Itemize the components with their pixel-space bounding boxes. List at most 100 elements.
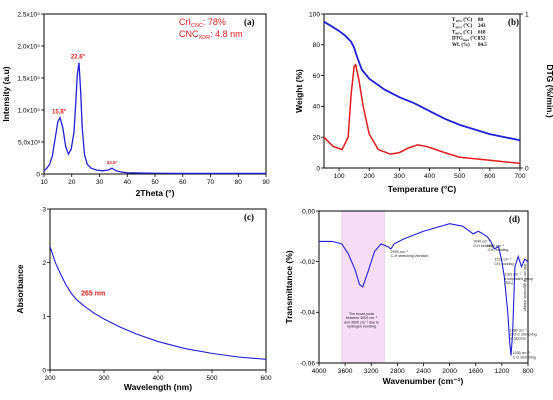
panel-c-x-tick-label: 200 — [44, 375, 55, 382]
panel-d-x-tick-label: 2400 — [416, 368, 431, 375]
panel-c-label: (c) — [244, 212, 254, 222]
panel-d-annotation: 2900 cm⁻¹ C-H stretching vibration — [391, 250, 429, 258]
panel-b-x-tick-label: 200 — [364, 173, 375, 180]
panel-d-annotation: 1430 cm⁻¹ -CH₂ bending — [487, 244, 509, 252]
panel-b-weight-line — [323, 20, 521, 142]
thermal-table-row-value: 88 — [478, 18, 484, 23]
thermal-table-row-value: 84.5 — [478, 43, 487, 48]
panel-b-y-tick-label: 20 — [313, 135, 321, 142]
thermal-table-row-label: T80% (°C) — [452, 30, 473, 35]
panel-c-x-tick-label: 400 — [152, 375, 163, 382]
panel-c-x-tick-label: 500 — [206, 375, 217, 382]
panel-b-y-tick-label: 80 — [313, 42, 321, 49]
panel-d-x-tick-label: 3600 — [338, 368, 353, 375]
panel-c-y-tick-label: 1 — [42, 314, 46, 321]
crystallinity-index-text: CrICNC: 78% — [179, 17, 226, 29]
panel-a-x-tick-label: 60 — [179, 179, 187, 186]
panel-b-y2-tick-label: 1 — [525, 11, 529, 18]
panel-d-y-tick-label: 0,00 — [302, 208, 315, 215]
panel-d-series-line — [319, 223, 529, 356]
panel-a-y-tick-label: 5,0x10³ — [18, 139, 41, 146]
panel-c-x-tick-label: 300 — [98, 375, 109, 382]
panel-b-x-tick-label: 500 — [454, 173, 465, 180]
panel-d-ftir-chart: 4000 3600 3200 2800 2400 2000 1600 1200 800 0,00 -… — [284, 208, 537, 386]
panel-a-x-axis-label: 2Theta (°) — [136, 188, 175, 198]
panel-d-annotation: 1035 cm⁻¹ C-O stretching — [513, 351, 536, 359]
panel-b-x-tick-label: 600 — [484, 173, 495, 180]
panel-b-y-tick-label: 0 — [316, 165, 320, 172]
panel-a-y-tick-label: 0 — [36, 171, 40, 178]
panel-d-x-tick-label: 4000 — [312, 368, 327, 375]
panel-d-annotation: 1163 cm⁻¹ a sulphated group (SO₃) — [504, 273, 533, 285]
panel-b-plot-frame — [323, 13, 521, 169]
panel-b-x-axis-label: Temperature (°C) — [388, 184, 457, 194]
panel-d-annotation: 1315 cm⁻¹ CH₂ rocking — [494, 258, 513, 266]
thermal-data-table: T10% (°C) 88 T50% (°C) 243 T80% (°C) 618 DTGma… — [452, 18, 487, 48]
panel-d-x-tick-label: 2800 — [390, 368, 405, 375]
thermal-table-row-label: T50% (°C) — [452, 24, 473, 29]
panel-b-y2-axis-label: DTG (%/min.) — [545, 64, 553, 118]
panel-a-x-tick-label: 10 — [40, 179, 48, 186]
panel-d-x-axis-label: Wavenumber (cm⁻¹) — [383, 376, 464, 386]
panel-a-x-tick-label: 20 — [68, 179, 76, 186]
panel-a-y-tick-label: 1,5x10⁴ — [17, 75, 40, 82]
panel-b-y-axis-label: Weight (%) — [294, 69, 304, 113]
panel-a-y-tick-label: 2,0x10⁴ — [17, 43, 40, 50]
panel-a-x-tick-label: 90 — [262, 179, 270, 186]
panel-b-x-tick-label: 100 — [334, 173, 345, 180]
panel-b-x-tick-label: 700 — [514, 173, 525, 180]
panel-c-x-axis-label: Wavelength (nm) — [124, 382, 192, 392]
panel-a-x-tick-label: 50 — [151, 179, 159, 186]
panel-d-annotation: 1640 cm⁻¹ O-H bending — [473, 240, 493, 248]
panel-b-y-tick-label: 100 — [309, 11, 320, 18]
panel-d-x-tick-label: 1600 — [468, 368, 483, 375]
thermal-table-row-label: T10% (°C) — [452, 18, 473, 23]
panel-c-plot-frame — [49, 208, 267, 371]
panel-d-annotation: The broad peak between 3000 cm⁻¹ and 3600 … — [344, 312, 379, 329]
panel-d-y-tick-label: -0,06 — [300, 360, 315, 367]
panel-b-dtg-line — [323, 63, 521, 165]
panel-a-x-tick-label: 30 — [96, 179, 104, 186]
panel-b-x-tick-label: 400 — [424, 173, 435, 180]
panel-a-x-tick-label: 40 — [124, 179, 132, 186]
panel-d-annotation: 1080 cm⁻¹ C-O-C stretching of glucose — [510, 328, 537, 340]
panel-a-y-axis-label: Intensity (a.u) — [1, 66, 11, 121]
panel-b-y2-tick-label: 0 — [525, 165, 529, 172]
thermal-table-row-value: 618 — [478, 30, 486, 35]
panel-a-x-tick-label: 70 — [207, 179, 215, 186]
panel-a-x-tick-label: 80 — [235, 179, 243, 186]
crystallite-size-text: CNCXDR: 4.8 nm — [179, 29, 243, 41]
panel-d-x-tick-label: 800 — [522, 368, 533, 375]
panel-d-y-axis-label: Transmittance (%) — [284, 250, 294, 323]
thermal-table-row-value: 152 — [478, 37, 486, 42]
panel-b-y-tick-label: 40 — [313, 104, 321, 111]
panel-d-annotation: 880 cm⁻¹ β-glycosidic linkage — [523, 264, 527, 311]
panel-b-x-tick-label: 300 — [394, 173, 405, 180]
panel-b-y-tick-label: 60 — [313, 73, 321, 80]
thermal-table-row-label: WL (%) — [452, 43, 470, 48]
panel-d-y-tick-label: -0,04 — [300, 310, 315, 317]
panel-a-label: (a) — [244, 17, 255, 27]
panel-d-label: (d) — [509, 214, 520, 224]
panel-d-x-tick-label: 3200 — [364, 368, 379, 375]
panel-b-label: (b) — [508, 17, 519, 27]
panel-a-y-tick-label: 2,5x10⁴ — [17, 11, 40, 18]
panel-c-uvvis-chart: 200 300 400 500 600 0 1 2 3 265 nm (c) Wavelengt… — [15, 206, 272, 392]
panel-d-y-tick-label: -0,02 — [300, 259, 315, 266]
panel-a-peak-label: 22.6° — [71, 55, 86, 61]
thermal-table-row-value: 243 — [478, 24, 486, 29]
panel-c-y-tick-label: 3 — [42, 206, 46, 213]
panel-c-series-line — [49, 246, 267, 360]
panel-d-x-tick-label: 1200 — [495, 368, 510, 375]
thermal-table-row-label: DTGmax (°C) — [452, 37, 480, 42]
panel-c-y-tick-label: 2 — [42, 260, 46, 267]
panel-a-xrd-chart: 10 20 30 40 50 60 70 80 90 0 5,0x10³ 1,0x10⁴ 1,5x10⁴… — [1, 11, 270, 198]
panel-d-x-tick-label: 2000 — [442, 368, 457, 375]
panel-c-y-axis-label: Absorbance — [15, 264, 25, 313]
panel-a-y-tick-label: 1,0x10⁴ — [17, 107, 40, 114]
panel-c-peak-label: 265 nm — [81, 291, 105, 298]
panel-a-series-line — [43, 62, 266, 175]
panel-c-x-tick-label: 600 — [260, 375, 271, 382]
